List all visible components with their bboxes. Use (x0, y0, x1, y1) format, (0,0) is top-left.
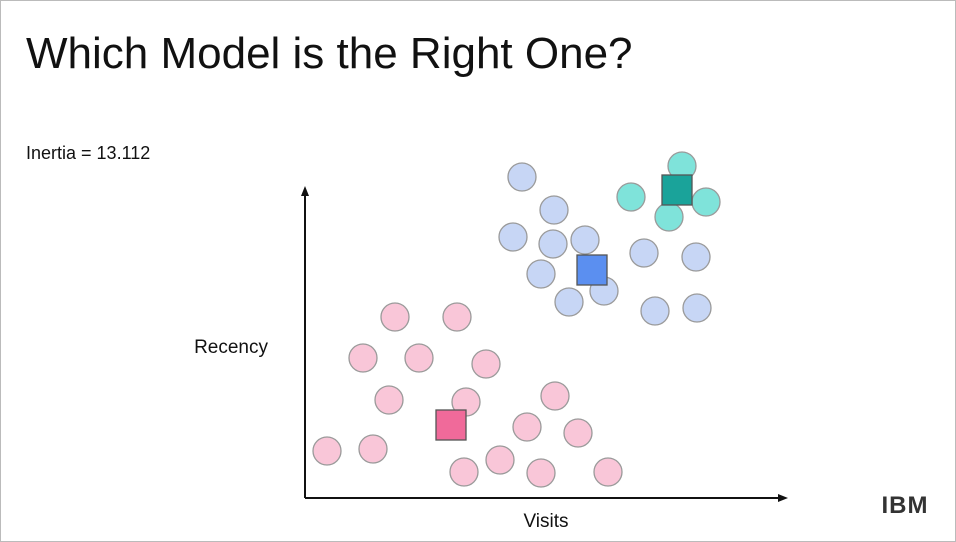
point (449, 457, 479, 487)
point (539, 195, 569, 225)
point (526, 458, 556, 488)
point (471, 349, 501, 379)
point (512, 412, 542, 442)
point (640, 296, 670, 326)
point (404, 343, 434, 373)
point (616, 182, 646, 212)
point (691, 187, 721, 217)
point (507, 162, 537, 192)
point (485, 445, 515, 475)
y-arrow (301, 186, 309, 196)
point (380, 302, 410, 332)
inertia-label: Inertia = 13.112 (26, 143, 150, 163)
point (540, 381, 570, 411)
centroid (661, 174, 693, 206)
centroid (576, 254, 608, 286)
point (570, 225, 600, 255)
point (563, 418, 593, 448)
pink-cluster (312, 302, 623, 488)
point (312, 436, 342, 466)
teal-cluster (616, 151, 721, 232)
point (374, 385, 404, 415)
blue-cluster (498, 162, 712, 326)
axes (301, 186, 788, 502)
y-axis-label: Recency (194, 337, 268, 358)
point (538, 229, 568, 259)
title: Which Model is the Right One? (26, 29, 633, 78)
point (629, 238, 659, 268)
point (526, 259, 556, 289)
point (442, 302, 472, 332)
point (681, 242, 711, 272)
point (654, 202, 684, 232)
x-axis-label: Visits (523, 511, 568, 532)
point (593, 457, 623, 487)
point (348, 343, 378, 373)
centroid (435, 409, 467, 441)
point (554, 287, 584, 317)
point (682, 293, 712, 323)
logo: IBM (882, 492, 929, 519)
point (358, 434, 388, 464)
x-arrow (778, 494, 788, 502)
point (498, 222, 528, 252)
